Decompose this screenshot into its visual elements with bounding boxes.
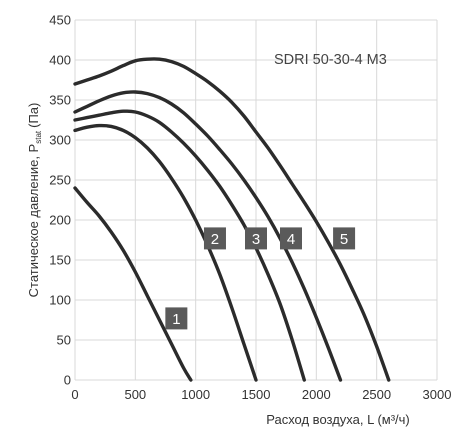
series-line-2 bbox=[73, 123, 258, 382]
curve-label-5: 5 bbox=[340, 231, 348, 248]
grid bbox=[74, 19, 438, 381]
series-line-5 bbox=[73, 57, 391, 382]
y-tick-label-4: 200 bbox=[49, 213, 71, 228]
y-axis-title-subscript: stat bbox=[34, 130, 43, 144]
series-line-3 bbox=[73, 109, 306, 382]
y-tick-label-6: 300 bbox=[49, 133, 71, 148]
y-tick-label-3: 150 bbox=[49, 253, 71, 268]
curve-label-box-2 bbox=[203, 227, 226, 250]
x-tick-label-1: 500 bbox=[124, 387, 146, 402]
curve-label-box-5 bbox=[333, 227, 356, 250]
x-tick-label-4: 2000 bbox=[302, 387, 331, 402]
x-tick-label-3: 1500 bbox=[242, 387, 271, 402]
x-axis-title: Расход воздуха, L (м³/ч) bbox=[266, 412, 410, 427]
x-tick-label-5: 2500 bbox=[362, 387, 391, 402]
x-tick-label-0: 0 bbox=[71, 387, 78, 402]
x-tick-label-6: 3000 bbox=[423, 387, 452, 402]
y-tick-label-8: 400 bbox=[49, 53, 71, 68]
y-tick-label-1: 50 bbox=[57, 333, 71, 348]
curve-label-4: 4 bbox=[287, 231, 295, 248]
y-axis-title: Статическое давление, Pstat (Па) bbox=[26, 103, 43, 298]
curves bbox=[73, 57, 391, 382]
curve-label-1: 1 bbox=[172, 311, 180, 328]
y-axis-title-main: Статическое давление, P bbox=[26, 144, 41, 298]
curve-labels: 1 2 3 4 5 bbox=[165, 227, 356, 330]
series-line-1 bbox=[73, 186, 193, 382]
curve-label-box-1 bbox=[165, 307, 188, 330]
y-tick-labels: 0 50 100 150 200 250 300 350 400 450 bbox=[49, 13, 71, 388]
x-tick-label-2: 1000 bbox=[181, 387, 210, 402]
x-tick-labels: 0 500 1000 1500 2000 2500 3000 bbox=[71, 387, 451, 402]
chart-title: SDRI 50-30-4 M3 bbox=[274, 52, 387, 68]
curve-label-box-3 bbox=[245, 227, 267, 250]
y-tick-label-9: 450 bbox=[49, 13, 71, 28]
y-tick-label-0: 0 bbox=[64, 373, 71, 388]
y-tick-label-2: 100 bbox=[49, 293, 71, 308]
series-line-4 bbox=[73, 90, 343, 382]
y-axis-title-unit: (Па) bbox=[26, 103, 41, 128]
curve-label-3: 3 bbox=[252, 231, 260, 248]
curve-label-box-4 bbox=[279, 227, 302, 250]
curve-label-2: 2 bbox=[211, 231, 219, 248]
y-tick-label-5: 250 bbox=[49, 173, 71, 188]
y-tick-label-7: 350 bbox=[49, 93, 71, 108]
